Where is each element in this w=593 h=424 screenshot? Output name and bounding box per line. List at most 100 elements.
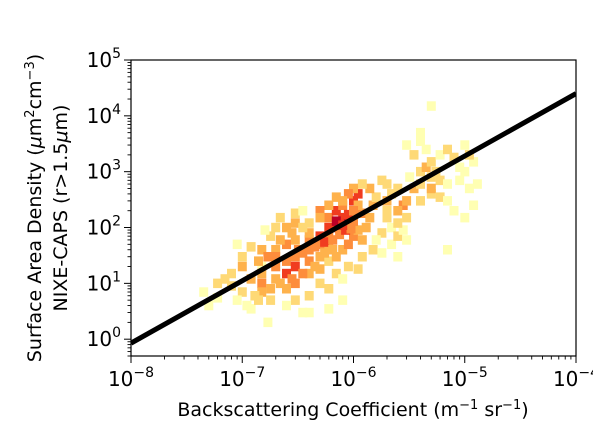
heatmap-cell xyxy=(298,222,308,233)
heatmap-cell xyxy=(435,150,445,160)
heatmap-cell xyxy=(232,239,242,250)
heatmap-cell xyxy=(393,252,403,262)
heatmap-cell xyxy=(304,307,314,318)
heatmap-cell xyxy=(290,235,300,245)
heatmap-cell xyxy=(275,278,285,289)
heatmap-cell xyxy=(449,152,459,163)
heatmap-cell xyxy=(282,239,291,250)
heatmap-cell xyxy=(282,300,291,311)
heatmap-cell xyxy=(324,304,334,314)
heatmap-cell xyxy=(290,295,300,305)
heatmap-cell xyxy=(382,179,392,189)
heatmap-cell xyxy=(282,222,291,233)
heatmap-cell xyxy=(237,252,247,262)
heatmap-cell xyxy=(416,196,425,206)
heatmap-cell xyxy=(387,189,397,199)
y-tick-label: 104 xyxy=(87,102,121,128)
heatmap-cell xyxy=(328,235,338,245)
heatmap-cell xyxy=(416,166,425,177)
x-axis-label-mid: sr xyxy=(478,399,502,421)
y-axis-label-line1: Surface Area Density (μm2cm−3) xyxy=(23,54,46,362)
heatmap-cell xyxy=(449,206,459,216)
heatmap-cell xyxy=(393,183,403,194)
heatmap-cell xyxy=(310,242,320,252)
heatmap-cell xyxy=(290,208,300,218)
heatmap-cell xyxy=(324,284,334,294)
heatmap-cell xyxy=(382,206,392,216)
heatmap-cell xyxy=(416,179,425,189)
x-axis-label-end: ) xyxy=(521,399,528,421)
heatmap-cell xyxy=(460,166,470,177)
heatmap-cell xyxy=(271,222,281,233)
heatmap-cell xyxy=(271,252,281,262)
heatmap-cell xyxy=(353,264,363,274)
heatmap-cell xyxy=(338,245,348,255)
y-tick-label: 101 xyxy=(87,269,121,295)
heatmap-cell xyxy=(464,183,474,194)
y-axis-label-line2-end: m) xyxy=(50,105,72,131)
heatmap-cell xyxy=(343,189,353,199)
heatmap-cell xyxy=(271,261,281,272)
heatmap-cell xyxy=(443,179,452,189)
heatmap-cell xyxy=(460,140,470,150)
heatmap-cell xyxy=(242,300,252,311)
heatmap-cell xyxy=(443,196,452,206)
heatmap-cell xyxy=(266,284,276,294)
heatmap-cell xyxy=(257,287,267,297)
heatmap-cell xyxy=(341,225,351,235)
heatmap-cell xyxy=(310,261,320,272)
heatmap-cell xyxy=(402,140,412,150)
heatmap-cell xyxy=(282,284,291,294)
y-tick-label: 103 xyxy=(87,158,121,184)
heatmap-cell xyxy=(331,192,341,202)
y-axis-label-line1-sup1: 2 xyxy=(23,109,38,117)
heatmap-cell xyxy=(409,183,419,194)
heatmap-cell xyxy=(324,200,334,210)
heatmap-cell xyxy=(357,235,367,245)
heatmap-cell xyxy=(298,206,308,216)
heatmap-cell xyxy=(469,157,479,167)
heatmap-cell xyxy=(443,245,452,255)
heatmap-cell xyxy=(287,228,297,238)
heatmap-cell xyxy=(368,245,378,255)
fit-line xyxy=(131,91,576,346)
heatmap-cell xyxy=(315,278,325,289)
heatmap-cell xyxy=(320,237,330,247)
heatmap-cell xyxy=(290,218,300,228)
heatmap-cell xyxy=(387,222,397,233)
heatmap-cell xyxy=(353,225,363,235)
heatmap-cell xyxy=(455,175,465,186)
heatmap-cell xyxy=(405,172,415,182)
heatmap-cell xyxy=(426,157,436,167)
heatmap-cell xyxy=(304,291,314,301)
heatmap-cell xyxy=(304,256,314,266)
heatmap-cell xyxy=(324,222,334,233)
heatmap-cell xyxy=(304,268,314,279)
x-axis-label-sup1: −1 xyxy=(459,398,478,413)
heatmap-cell xyxy=(343,209,353,220)
y-axis-label-line1-pre: Surface Area Density ( xyxy=(24,148,46,362)
heatmap-cell xyxy=(435,192,445,202)
heatmap-cell xyxy=(257,268,267,279)
heatmap-cell xyxy=(266,295,276,305)
heatmap-cell xyxy=(426,189,436,199)
heatmap-cell xyxy=(254,256,263,266)
x-tick-label: 10−4 xyxy=(553,365,593,391)
x-axis-ticks: 10−8 10−7 10−6 10−5 10−4 xyxy=(108,356,593,391)
heatmap-cell xyxy=(263,317,273,328)
heatmap-cell xyxy=(304,228,314,238)
heatmap-cell xyxy=(371,192,381,202)
heatmap-cell xyxy=(361,222,371,233)
heatmap-cell xyxy=(393,231,403,241)
heatmap-cell xyxy=(402,212,412,223)
heatmap-cell xyxy=(324,256,334,266)
heatmap-cell xyxy=(349,196,358,206)
heatmap-cells xyxy=(199,101,482,328)
heatmap-cell xyxy=(331,206,341,216)
heatmap-cell xyxy=(246,242,256,252)
heatmap-cell xyxy=(254,295,263,305)
heatmap-cell xyxy=(365,212,375,223)
heatmap-cell xyxy=(315,206,325,216)
heatmap-cell xyxy=(237,287,247,297)
